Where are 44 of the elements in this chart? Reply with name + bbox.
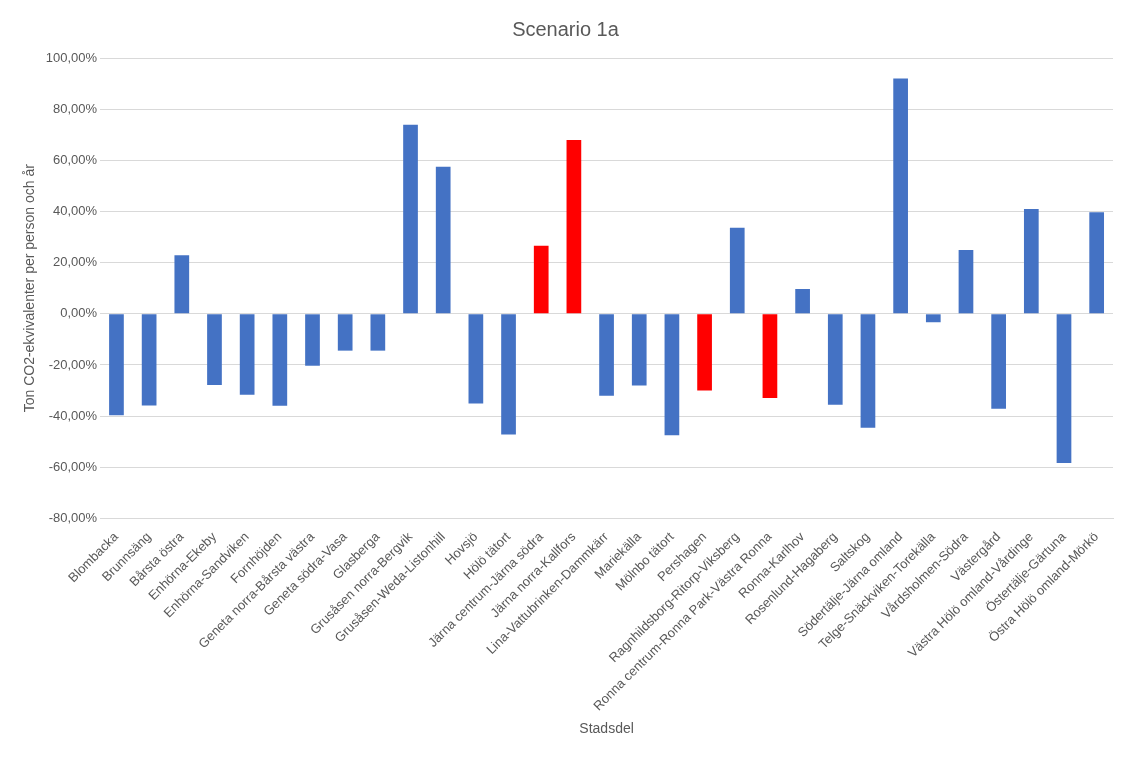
chart-title: Scenario 1a [512, 17, 620, 40]
bar [141, 314, 157, 406]
bar [827, 314, 843, 405]
y-tick-label: -40,00% [48, 407, 98, 423]
bar [566, 140, 582, 314]
bar [370, 314, 386, 351]
y-tick-label: -60,00% [48, 458, 98, 474]
bar [403, 124, 418, 314]
y-tick-label: -80,00% [48, 510, 98, 526]
bar [1056, 314, 1072, 463]
bar [925, 314, 941, 323]
bar [272, 314, 288, 406]
bar [533, 245, 549, 314]
bar [305, 314, 320, 366]
bar [631, 314, 647, 386]
bar [1089, 212, 1105, 314]
bar [174, 255, 190, 314]
bar [435, 166, 451, 314]
bar [697, 314, 712, 391]
bar [207, 314, 222, 385]
bar [501, 314, 516, 435]
y-tick-label: 60,00% [53, 151, 98, 167]
bar [664, 314, 680, 436]
bar [991, 314, 1006, 409]
y-tick-label: 0,00% [60, 305, 98, 321]
bar [599, 314, 614, 396]
y-tick-label: 40,00% [53, 203, 98, 219]
bar [239, 314, 255, 395]
bar [337, 314, 353, 351]
bar [468, 314, 484, 404]
bar [893, 78, 908, 314]
y-tick-label: 80,00% [53, 100, 98, 116]
x-axis-title: Stadsdel [579, 720, 634, 737]
y-tick-label: 20,00% [53, 254, 98, 270]
bar [795, 288, 810, 314]
bar [762, 314, 778, 398]
bar [109, 314, 124, 416]
bar [860, 314, 876, 428]
bar [1023, 208, 1039, 314]
bar [729, 227, 745, 314]
y-axis-title: Ton CO2-ekvivalenter per person och år [21, 163, 38, 413]
y-tick-label: 100,00% [45, 49, 98, 65]
y-tick-label: -20,00% [48, 356, 98, 372]
bar [958, 250, 974, 314]
